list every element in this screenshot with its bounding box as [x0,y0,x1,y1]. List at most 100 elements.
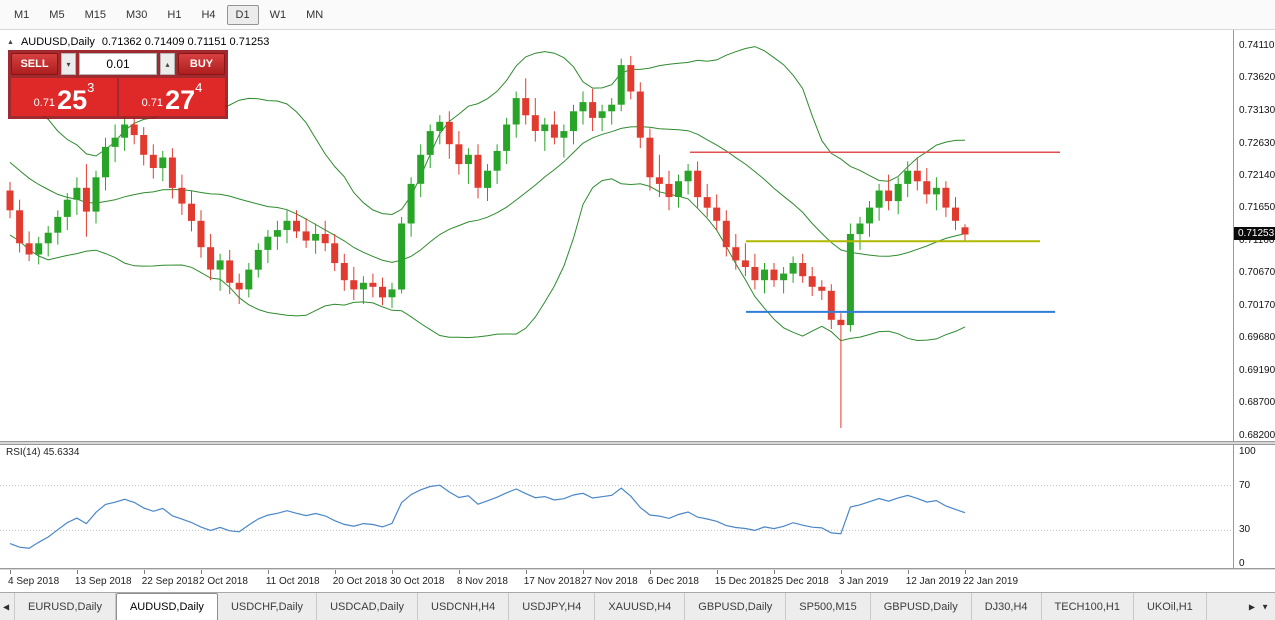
candle-body [188,203,195,221]
panel-splitter[interactable] [0,441,1275,445]
candle-body [732,247,740,261]
candle-body [35,243,43,255]
date-tick [774,570,775,574]
candle-body [417,154,425,184]
candle-body [82,187,90,212]
candle-body [799,263,807,277]
candle-body [426,131,434,155]
rsi-axis-label: 0 [1239,558,1245,569]
date-label: 17 Nov 2018 [523,576,581,587]
tab-ukoil-h1[interactable]: UKOil,H1 [1134,593,1207,620]
timeframe-button-m1[interactable]: M1 [14,8,30,21]
candle-body [913,170,921,182]
price-axis-label: 0.68700 [1239,396,1275,408]
candle-body [474,154,482,188]
tab-audusd-daily[interactable]: AUDUSD,Daily [115,593,218,620]
candle-body [464,154,472,164]
candle-body [6,190,14,211]
price-axis: 0.71253 0.74110 0.73620 0.73130 0.72630 0.72… [1233,30,1275,441]
rsi-panel[interactable]: RSI(14) 45.6334 [0,445,1233,568]
timeframe-button-w1[interactable]: W1 [269,8,287,21]
tab-usdjpy-h4[interactable]: USDJPY,H4 [509,593,596,620]
price-axis-label: 0.68200 [1239,429,1275,441]
timeframe-button-m30[interactable]: M30 [125,8,148,21]
candle-body [875,190,883,208]
bottom-divider [0,568,1275,570]
tab-dj30-h4[interactable]: DJ30,H4 [972,593,1042,620]
candle-body [541,124,549,132]
candle-body [904,170,912,184]
sell-price-big-digits: 25 [57,85,88,116]
tab-xauusd-h4[interactable]: XAUUSD,H4 [595,593,686,620]
candle-body [866,207,873,224]
sell-button[interactable]: SELL [11,53,58,75]
candle-body [111,137,119,147]
timeframe-button-m5[interactable]: M5 [49,8,65,21]
tab-gbpusd-daily[interactable]: GBPUSD,Daily [871,593,972,620]
date-label: 11 Oct 2018 [265,576,320,587]
candle-body [636,91,644,138]
candle-body [121,124,129,138]
candle-body [197,220,205,248]
candle-body [550,124,558,138]
candle-body [503,124,511,151]
candle-body [140,135,148,155]
candle-body [398,223,406,290]
candle-body [331,243,339,264]
candle-body [961,227,969,235]
candle-body [102,146,109,178]
tab-scroll-right-icon[interactable]: ▶ [1248,602,1255,611]
candle-body [675,181,682,197]
volume-down-button[interactable]: ▾ [61,53,76,75]
date-tick [334,570,336,574]
candle-body [751,267,759,281]
tab-usdcad-daily[interactable]: USDCAD,Daily [317,593,419,620]
tab-usdcnh-h4[interactable]: USDCNH,H4 [418,593,510,620]
main-chart-region[interactable]: ▲ AUDUSD,Daily 0.71362 0.71409 0.71151 0… [0,30,1233,441]
tab-eurusd-daily[interactable]: EURUSD,Daily [14,593,116,620]
candle-body [846,234,854,326]
date-label: 25 Dec 2018 [772,576,829,587]
volume-up-button[interactable]: ▴ [160,53,175,75]
volume-input[interactable]: 0.01 [79,53,157,75]
date-label: 20 Oct 2018 [332,576,388,587]
timeframe-button-mn[interactable]: MN [306,8,324,21]
candle-body [379,286,386,298]
buy-price-display[interactable]: 0.71 27 4 [119,78,225,116]
rsi-indicator-label: RSI(14) 45.6334 [6,447,80,458]
candle-body [942,187,950,208]
tab-scroll-left-icon[interactable]: ◀ [3,602,10,611]
timeframe-button-h1[interactable]: H1 [167,8,182,21]
tab-menu-icon[interactable]: ▼ [1261,602,1269,611]
sell-price-display[interactable]: 0.71 25 3 [11,78,117,116]
date-tick [267,570,269,574]
date-label: 12 Jan 2019 [905,576,961,587]
candle-body [741,260,749,267]
timeframe-button-m15[interactable]: M15 [84,8,106,21]
price-axis-label: 0.69190 [1239,364,1275,376]
candle-body [608,104,616,112]
candle-body [570,111,577,132]
candle-body [44,232,52,244]
timeframe-button-d1[interactable]: D1 [226,4,259,25]
tab-usdchf-daily[interactable]: USDCHF,Daily [218,593,318,620]
date-tick [965,570,966,574]
tab-gbpusd-daily[interactable]: GBPUSD,Daily [685,593,787,620]
buy-button[interactable]: BUY [178,53,225,75]
date-tick [716,570,718,574]
candle-body [761,269,768,281]
timeframe-button-h4[interactable]: H4 [201,8,216,21]
candle-body [484,170,491,188]
candle-body [512,98,520,125]
candlestick-chart-canvas[interactable] [0,30,1233,441]
tab-sp500-m15[interactable]: SP500,M15 [786,593,871,620]
candle-body [302,231,310,241]
bollinger-middle-band [9,126,966,263]
price-axis-label: 0.74110 [1239,39,1275,51]
rsi-chart-canvas[interactable] [0,445,1233,568]
tab-tech100-h1[interactable]: TECH100,H1 [1042,593,1134,620]
candle-body [646,137,654,178]
date-tick [907,570,909,574]
price-axis-label: 0.70170 [1239,299,1275,311]
candle-body [818,286,826,291]
